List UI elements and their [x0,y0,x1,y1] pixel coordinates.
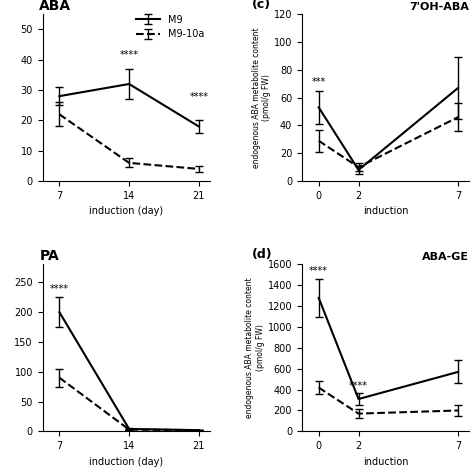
Text: ****: **** [349,381,368,391]
Legend: M9, M9-10a: M9, M9-10a [132,11,209,44]
Text: ****: **** [189,92,208,102]
Text: PA: PA [39,249,59,264]
Text: ABA-GE: ABA-GE [422,252,469,262]
X-axis label: induction (day): induction (day) [89,206,164,216]
Text: ****: **** [119,50,138,60]
Text: (d): (d) [252,248,273,261]
Text: ****: **** [309,266,328,276]
Text: ****: **** [50,284,69,294]
Y-axis label: endogenous ABA metabolite content
(pmol/g FW): endogenous ABA metabolite content (pmol/… [252,27,271,168]
X-axis label: induction: induction [363,206,409,216]
Text: ***: *** [311,76,326,87]
Y-axis label: endogenous ABA metabolite content
(pmol/g FW): endogenous ABA metabolite content (pmol/… [246,278,265,418]
X-axis label: induction: induction [363,456,409,466]
Text: 7'OH-ABA: 7'OH-ABA [410,2,469,12]
X-axis label: induction (day): induction (day) [89,456,164,466]
Text: ABA: ABA [39,0,72,13]
Text: (c): (c) [252,0,271,10]
